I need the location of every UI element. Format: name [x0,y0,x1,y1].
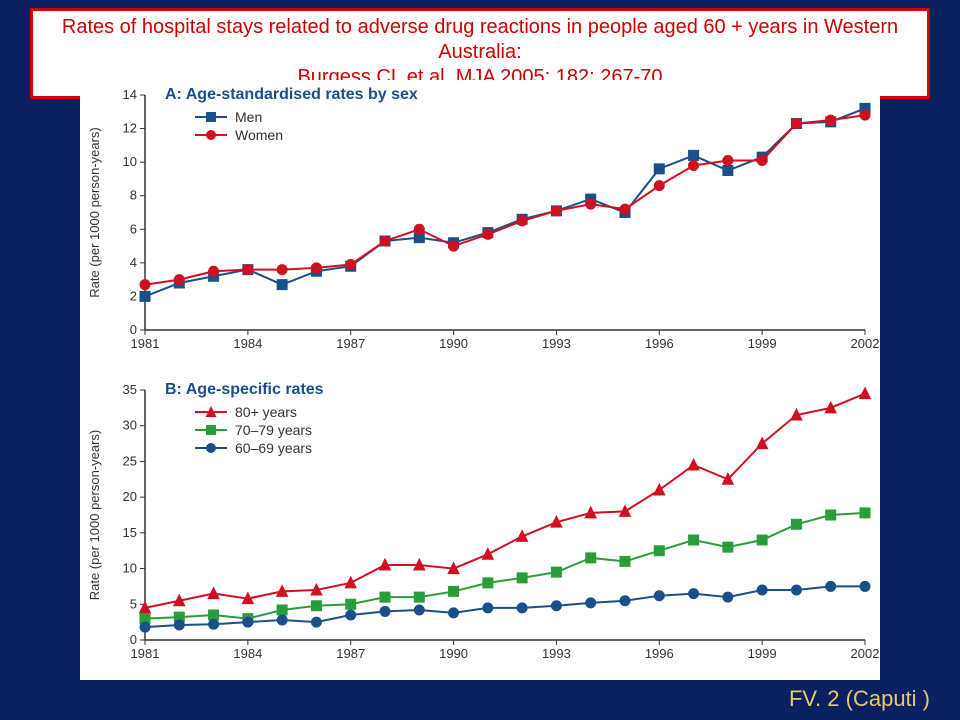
svg-text:8: 8 [130,188,137,203]
svg-text:1990: 1990 [439,336,468,351]
svg-text:2002: 2002 [851,336,880,351]
svg-text:Rate (per 1000 person-years): Rate (per 1000 person-years) [87,430,102,601]
svg-text:60–69 years: 60–69 years [235,440,312,456]
svg-text:Rate (per 1000 person-years): Rate (per 1000 person-years) [87,127,102,298]
svg-text:14: 14 [123,87,137,102]
svg-text:5: 5 [130,596,137,611]
chart-svg: 0 2 4 6 8 10 12 14 1981 1984 1987 1990 1993 1996 1999 2… [80,80,880,680]
svg-text:30: 30 [123,418,137,433]
svg-text:A: Age-standardised rates by s: A: Age-standardised rates by sex [165,86,418,103]
svg-text:0: 0 [130,322,137,337]
chart-area: 0 2 4 6 8 10 12 14 1981 1984 1987 1990 1993 1996 1999 2… [80,80,880,680]
svg-text:Men: Men [235,109,262,125]
svg-text:Women: Women [235,127,283,143]
svg-text:2: 2 [130,288,137,303]
svg-text:1996: 1996 [645,646,674,661]
credit-text: FV. 2 (Caputi ) [789,686,930,712]
svg-text:15: 15 [123,525,137,540]
svg-text:1990: 1990 [439,646,468,661]
svg-text:1993: 1993 [542,336,571,351]
svg-text:10: 10 [123,154,137,169]
title-line1: Rates of hospital stays related to adver… [39,15,921,65]
svg-text:1984: 1984 [233,646,262,661]
svg-text:4: 4 [130,255,137,270]
svg-text:1999: 1999 [748,646,777,661]
svg-text:20: 20 [123,489,137,504]
svg-text:70–79 years: 70–79 years [235,422,312,438]
svg-text:80+ years: 80+ years [235,404,297,420]
svg-text:1987: 1987 [336,646,365,661]
svg-text:B: Age-specific rates: B: Age-specific rates [165,381,324,398]
svg-text:1981: 1981 [131,646,160,661]
svg-text:1996: 1996 [645,336,674,351]
svg-text:10: 10 [123,561,137,576]
svg-text:1987: 1987 [336,336,365,351]
svg-text:12: 12 [123,121,137,136]
svg-text:0: 0 [130,632,137,647]
slide: Rates of hospital stays related to adver… [0,0,960,720]
svg-text:35: 35 [123,382,137,397]
svg-text:25: 25 [123,453,137,468]
svg-text:1999: 1999 [748,336,777,351]
svg-text:6: 6 [130,221,137,236]
svg-text:2002: 2002 [851,646,880,661]
svg-text:1993: 1993 [542,646,571,661]
svg-text:1981: 1981 [131,336,160,351]
svg-text:1984: 1984 [233,336,262,351]
